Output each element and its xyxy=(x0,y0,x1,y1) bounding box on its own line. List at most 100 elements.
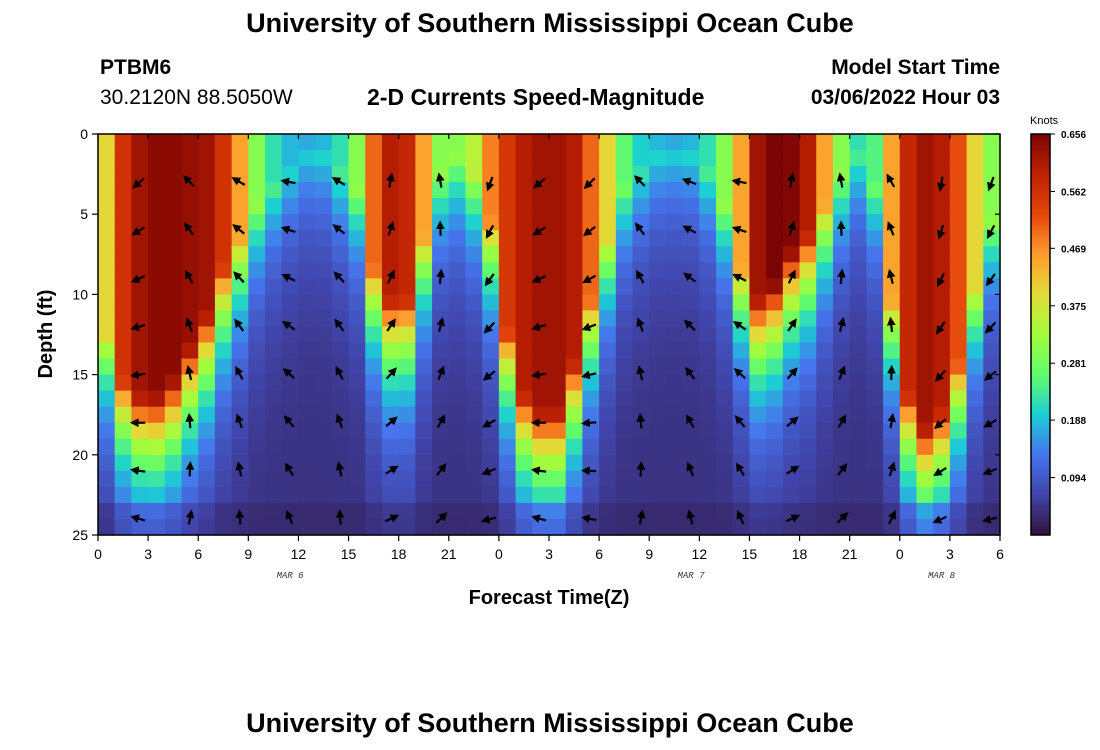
heatmap-cell xyxy=(782,150,801,167)
heatmap-cell xyxy=(599,214,617,231)
heatmap-cell xyxy=(381,246,400,263)
y-tick-label: 15 xyxy=(72,367,88,383)
heatmap-cell xyxy=(131,518,149,536)
heatmap-cell xyxy=(732,438,751,456)
current-arrow xyxy=(130,274,146,283)
heatmap-cell xyxy=(415,262,433,279)
heatmap-cell xyxy=(298,470,316,488)
heatmap-cell xyxy=(782,182,801,199)
heatmap-cell xyxy=(265,422,283,440)
heatmap-cell xyxy=(732,342,751,360)
heatmap-cell xyxy=(265,246,283,263)
heatmap-cell xyxy=(766,438,784,456)
heatmap-cell xyxy=(866,134,884,151)
current-arrow xyxy=(933,418,947,430)
heatmap-cell xyxy=(331,342,350,360)
heatmap-cell xyxy=(265,486,283,504)
current-arrow xyxy=(933,466,947,477)
heatmap-cell xyxy=(632,342,650,360)
heatmap-cell xyxy=(933,342,951,360)
heatmap-cell xyxy=(766,470,784,488)
heatmap-cell xyxy=(665,470,684,488)
x-tick-label: 9 xyxy=(645,546,653,562)
heatmap-cell xyxy=(966,470,984,488)
heatmap-cell xyxy=(899,150,918,167)
heatmap-cell xyxy=(699,182,717,199)
heatmap-cell xyxy=(916,310,934,328)
heatmap-cell xyxy=(716,518,734,536)
heatmap-cell xyxy=(916,166,934,183)
heatmap-cell xyxy=(532,310,550,328)
heatmap-cell xyxy=(899,390,918,408)
heatmap-cell xyxy=(632,182,650,199)
heatmap-cell xyxy=(248,406,266,424)
colorbar-tick-label: 0.375 xyxy=(1061,302,1086,313)
heatmap-cell xyxy=(381,278,400,295)
heatmap-cell xyxy=(649,246,667,263)
heatmap-cell xyxy=(398,326,416,344)
heatmap-cell xyxy=(198,230,216,247)
heatmap-cell xyxy=(949,214,968,231)
heatmap-cell xyxy=(549,230,567,247)
heatmap-cell xyxy=(348,150,366,167)
heatmap-cell xyxy=(949,150,968,167)
current-arrow xyxy=(283,415,295,428)
heatmap-cell xyxy=(331,422,350,440)
heatmap-cell xyxy=(465,294,483,312)
x-tick-label: 3 xyxy=(144,546,152,562)
heatmap-cell xyxy=(98,486,116,504)
heatmap-cell xyxy=(465,406,483,424)
heatmap-cell xyxy=(933,294,951,312)
heatmap-cell xyxy=(331,214,350,231)
heatmap-cell xyxy=(682,486,700,504)
heatmap-cell xyxy=(448,134,467,151)
heatmap-cell xyxy=(665,326,684,344)
heatmap-cell xyxy=(148,182,166,199)
heatmap-cell xyxy=(365,422,383,440)
heatmap-cell xyxy=(732,182,751,199)
heatmap-cell xyxy=(649,502,667,520)
heatmap-cell xyxy=(131,406,149,424)
heatmap-cell xyxy=(732,326,751,344)
heatmap-cell xyxy=(782,390,801,408)
heatmap-cell xyxy=(883,342,901,360)
heatmap-cell xyxy=(949,166,968,183)
heatmap-cell xyxy=(214,470,233,488)
heatmap-cell xyxy=(582,342,600,360)
heatmap-cell xyxy=(565,374,584,392)
heatmap-cell xyxy=(114,214,133,231)
heatmap-cell xyxy=(148,502,166,520)
heatmap-cell xyxy=(348,246,366,263)
heatmap-cell xyxy=(966,438,984,456)
heatmap-cell xyxy=(148,454,166,472)
heatmap-cell xyxy=(164,230,183,247)
heatmap-cell xyxy=(465,134,483,151)
current-arrow xyxy=(483,321,496,334)
current-arrow xyxy=(633,175,646,187)
current-arrow xyxy=(436,316,445,333)
heatmap-cell xyxy=(432,422,450,440)
heatmap-cell xyxy=(398,198,416,215)
heatmap-cell xyxy=(148,134,166,151)
heatmap-cell xyxy=(632,294,650,312)
heatmap-cell xyxy=(799,502,817,520)
heatmap-cell xyxy=(198,486,216,504)
heatmap-cell xyxy=(298,438,316,456)
heatmap-cell xyxy=(632,134,650,151)
heatmap-cell xyxy=(565,470,584,488)
heatmap-cell xyxy=(916,182,934,199)
heatmap-cell xyxy=(532,342,550,360)
heatmap-cell xyxy=(532,294,550,312)
heatmap-cell xyxy=(749,198,767,215)
heatmap-cell xyxy=(498,326,517,344)
heatmap-cell xyxy=(365,454,383,472)
heatmap-cell xyxy=(148,294,166,312)
heatmap-cell xyxy=(231,182,249,199)
heatmap-cell xyxy=(265,182,283,199)
heatmap-cell xyxy=(749,230,767,247)
heatmap-cell xyxy=(849,182,867,199)
heatmap-cell xyxy=(832,518,851,536)
current-arrow xyxy=(837,268,846,284)
heatmap-cell xyxy=(983,518,1001,536)
heatmap-cell xyxy=(482,150,500,167)
